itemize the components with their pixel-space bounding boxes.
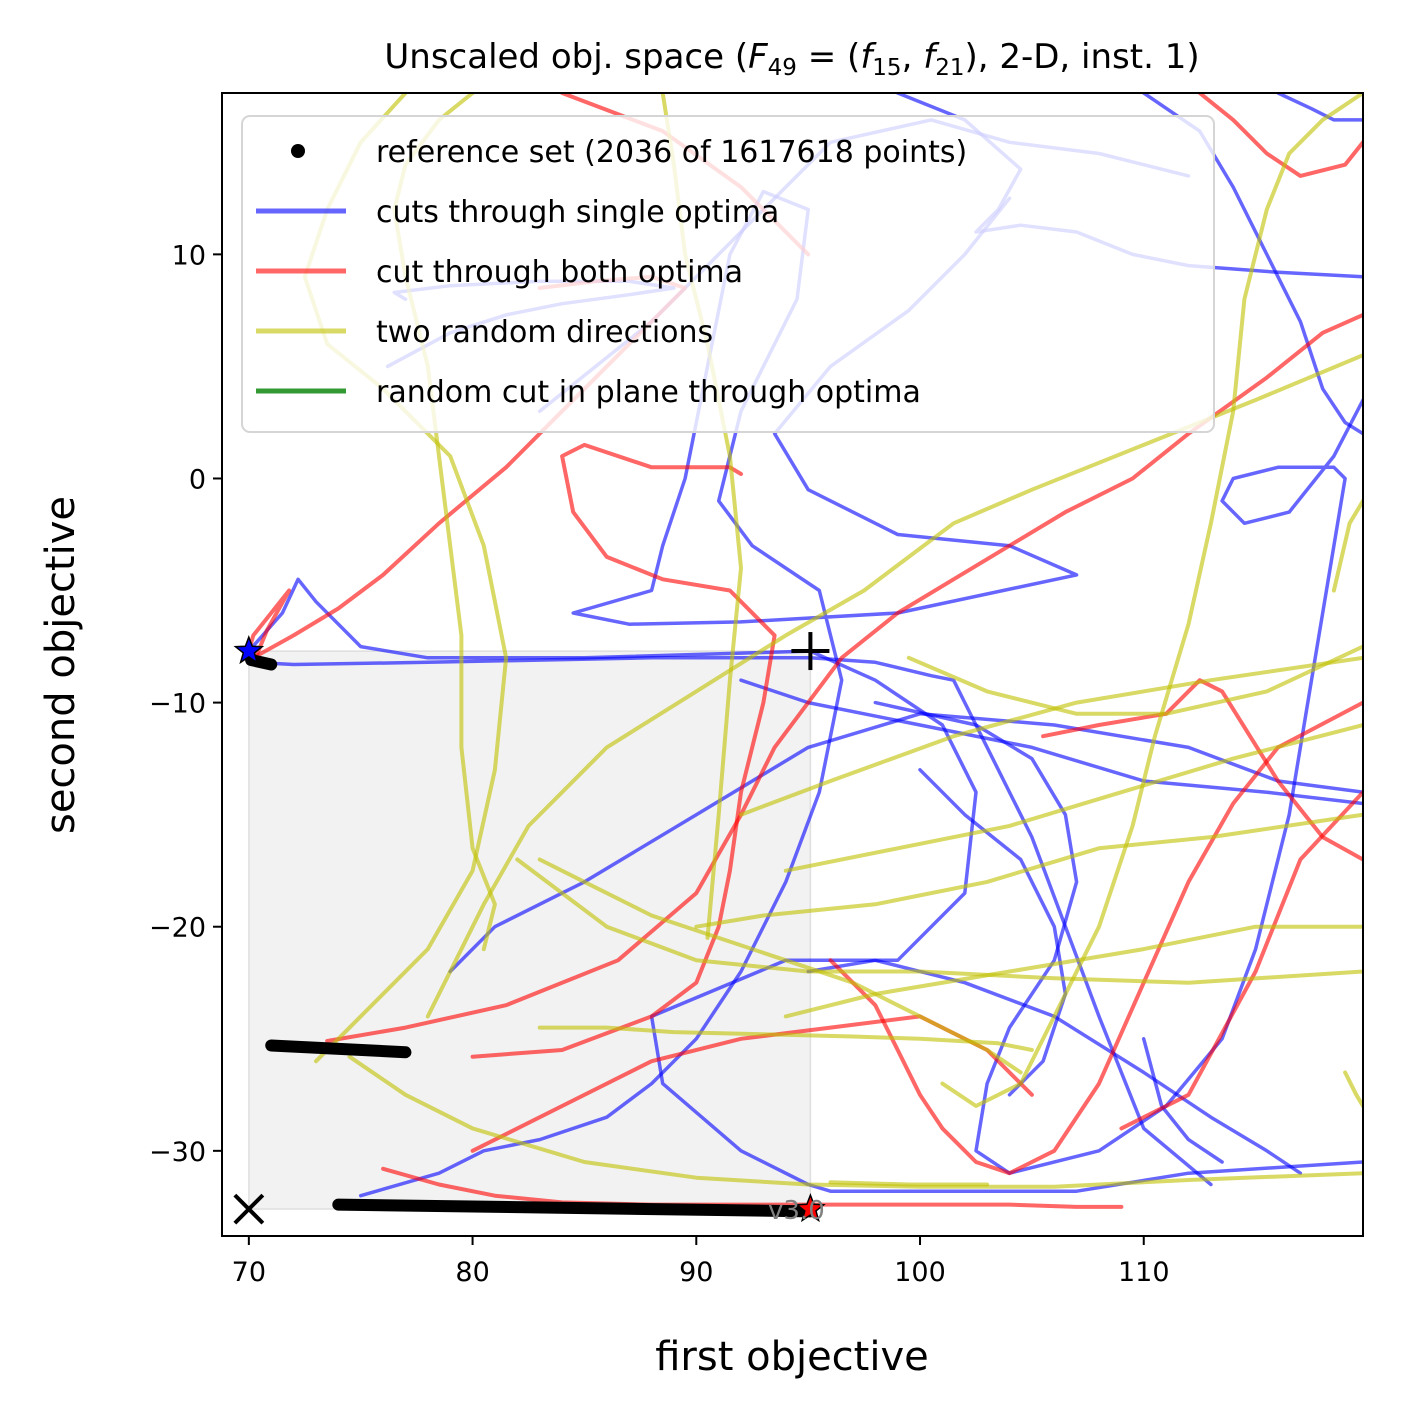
y-axis-title: second objective xyxy=(38,496,84,834)
optimum-1-star-icon xyxy=(233,634,265,665)
single-optimum-cut-line xyxy=(448,712,1363,974)
single-optimum-cut-line xyxy=(247,577,1363,1193)
single-optimum-cut-line xyxy=(806,958,1303,1175)
random-direction-line xyxy=(940,93,1363,1108)
y-tick-label: 0 xyxy=(189,464,206,495)
random-direction-line xyxy=(783,723,1363,873)
legend-label: two random directions xyxy=(376,315,713,350)
y-tick-label: −30 xyxy=(149,1137,206,1168)
single-optimum-cut-line xyxy=(1276,93,1363,122)
single-optimum-cut-line xyxy=(918,768,1068,1097)
y-tick-label: 10 xyxy=(172,240,206,271)
random-direction-line xyxy=(783,924,1363,1019)
x-tick-label: 80 xyxy=(455,1257,489,1288)
legend-box xyxy=(241,115,1215,433)
x-tick-label: 70 xyxy=(232,1257,266,1288)
random-direction-line xyxy=(739,655,1363,817)
both-optima-cut-line xyxy=(1041,678,1363,862)
legend-label: cuts through single optima xyxy=(376,195,779,230)
legend-label: cut through both optima xyxy=(376,255,743,290)
x-tick-label: 110 xyxy=(1118,1257,1170,1288)
single-optimum-cut-line xyxy=(739,678,1363,806)
legend: reference set (2036 of 1617618 points) cu… xyxy=(241,115,1215,433)
version-label: v3.0 xyxy=(768,1196,825,1226)
both-optima-cut-line xyxy=(828,700,1363,1176)
random-direction-line xyxy=(425,353,1363,1019)
x-tick-label: 90 xyxy=(679,1257,713,1288)
reference-set-points xyxy=(265,1039,412,1059)
random-direction-line xyxy=(694,812,1363,929)
random-direction-line xyxy=(537,857,1023,1075)
both-optima-cut-line xyxy=(1119,790,1363,1131)
plot-frame xyxy=(221,92,1364,1237)
x-tick-label: 100 xyxy=(894,1257,946,1288)
legend-marker xyxy=(291,144,305,158)
optimum-2-star-icon xyxy=(795,1192,826,1223)
both-optima-cut-line xyxy=(470,442,777,1059)
random-direction-line xyxy=(347,1054,1363,1189)
single-optimum-cut-line xyxy=(251,656,1213,1187)
random-direction-line xyxy=(1343,1070,1363,1108)
legend-label: reference set (2036 of 1617618 points) xyxy=(376,135,967,170)
legend-label: random cut in plane through optima xyxy=(376,375,921,410)
random-direction-line xyxy=(906,644,1363,716)
markers-layer xyxy=(233,632,830,1225)
x-ticks: 70 80 90 100 110 xyxy=(232,1236,1170,1288)
x-axis-title: first objective xyxy=(655,1334,929,1380)
y-tick-label: −10 xyxy=(149,689,206,720)
random-direction-line xyxy=(537,1025,1034,1052)
y-ticks: −30 −20 −10 0 10 xyxy=(149,240,222,1168)
random-direction-line xyxy=(828,1180,990,1187)
random-direction-line xyxy=(515,857,1363,985)
y-tick-label: −20 xyxy=(149,913,206,944)
reference-set-points xyxy=(332,1198,817,1218)
chart-title: Unscaled obj. space (F49 = (f15, f21), 2… xyxy=(384,37,1199,81)
single-optimum-cut-line xyxy=(873,398,1363,1175)
random-direction-line xyxy=(1331,498,1363,593)
both-optima-cut-line xyxy=(1197,93,1363,178)
ideal-point-marker xyxy=(233,1193,265,1225)
both-optima-cut-line xyxy=(246,588,292,660)
single-optimum-cut-line xyxy=(1141,1037,1224,1164)
